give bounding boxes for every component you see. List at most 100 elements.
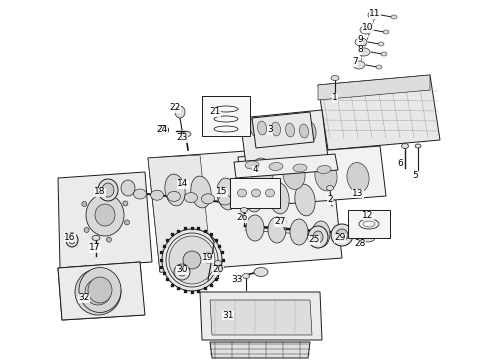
Text: 3: 3: [267, 126, 273, 135]
Ellipse shape: [376, 65, 382, 69]
FancyBboxPatch shape: [202, 96, 250, 136]
Text: 26: 26: [236, 213, 247, 222]
Ellipse shape: [251, 189, 261, 197]
FancyBboxPatch shape: [348, 210, 390, 238]
Bar: [210, 234, 213, 237]
Bar: [160, 266, 163, 269]
Text: 9: 9: [357, 36, 363, 45]
Polygon shape: [210, 300, 312, 335]
Ellipse shape: [246, 215, 264, 241]
Bar: [197, 290, 200, 293]
Bar: [197, 227, 200, 230]
Bar: [220, 266, 224, 269]
Ellipse shape: [236, 196, 248, 206]
Bar: [220, 251, 224, 255]
Ellipse shape: [257, 121, 267, 135]
Text: 24: 24: [156, 126, 168, 135]
Ellipse shape: [95, 204, 115, 226]
Bar: [191, 226, 194, 230]
Ellipse shape: [315, 161, 337, 191]
Bar: [191, 291, 194, 293]
Ellipse shape: [361, 234, 375, 242]
Ellipse shape: [185, 193, 197, 203]
Ellipse shape: [106, 237, 111, 242]
Bar: [177, 287, 180, 290]
Bar: [163, 244, 166, 248]
Ellipse shape: [84, 228, 89, 233]
Bar: [171, 284, 174, 287]
Ellipse shape: [401, 144, 409, 148]
Ellipse shape: [360, 26, 372, 34]
Text: 31: 31: [222, 310, 234, 320]
Ellipse shape: [174, 264, 190, 280]
Polygon shape: [234, 154, 338, 178]
Ellipse shape: [102, 183, 114, 197]
Polygon shape: [148, 145, 342, 272]
Ellipse shape: [201, 194, 215, 204]
Ellipse shape: [123, 201, 128, 206]
Bar: [166, 239, 169, 242]
Ellipse shape: [165, 174, 185, 206]
Text: 23: 23: [176, 134, 188, 143]
Polygon shape: [148, 155, 212, 272]
Text: 4: 4: [252, 166, 258, 175]
Text: 13: 13: [352, 189, 364, 198]
Ellipse shape: [86, 194, 124, 236]
Ellipse shape: [250, 117, 262, 137]
Text: 16: 16: [64, 233, 76, 242]
Ellipse shape: [378, 42, 384, 46]
Ellipse shape: [268, 118, 280, 139]
Ellipse shape: [278, 219, 286, 225]
Polygon shape: [210, 342, 310, 358]
Polygon shape: [240, 110, 328, 165]
Ellipse shape: [391, 15, 397, 19]
Ellipse shape: [312, 221, 330, 247]
Ellipse shape: [347, 163, 369, 193]
Text: 19: 19: [202, 253, 214, 262]
Text: 5: 5: [412, 171, 418, 180]
Text: 28: 28: [354, 239, 366, 248]
Polygon shape: [318, 75, 430, 100]
Ellipse shape: [102, 188, 107, 193]
Text: 6: 6: [397, 158, 403, 167]
Text: 11: 11: [369, 9, 381, 18]
Ellipse shape: [219, 195, 231, 205]
Ellipse shape: [331, 76, 339, 81]
FancyBboxPatch shape: [230, 178, 280, 208]
Bar: [204, 230, 207, 233]
Bar: [171, 234, 174, 237]
Ellipse shape: [217, 178, 237, 210]
Ellipse shape: [183, 251, 201, 269]
Bar: [166, 278, 169, 282]
Ellipse shape: [355, 38, 367, 46]
Bar: [160, 258, 163, 261]
Ellipse shape: [168, 192, 180, 201]
Ellipse shape: [178, 268, 186, 276]
Text: 22: 22: [170, 104, 181, 112]
Text: 17: 17: [89, 243, 101, 252]
Ellipse shape: [203, 253, 213, 263]
Bar: [219, 273, 221, 275]
Ellipse shape: [299, 124, 309, 138]
Ellipse shape: [66, 233, 78, 247]
Ellipse shape: [69, 236, 75, 244]
Text: 7: 7: [352, 58, 358, 67]
Text: 2: 2: [327, 195, 333, 204]
Ellipse shape: [169, 236, 215, 284]
Bar: [160, 251, 163, 255]
Ellipse shape: [241, 207, 247, 212]
Ellipse shape: [283, 159, 305, 189]
Ellipse shape: [331, 224, 353, 246]
Bar: [215, 278, 218, 282]
Ellipse shape: [381, 52, 387, 56]
Ellipse shape: [162, 229, 222, 291]
Text: 25: 25: [308, 235, 319, 244]
Polygon shape: [58, 172, 152, 268]
Ellipse shape: [98, 179, 118, 201]
Bar: [184, 290, 187, 293]
Ellipse shape: [383, 30, 389, 34]
Ellipse shape: [79, 267, 121, 312]
Ellipse shape: [175, 106, 185, 118]
Text: 32: 32: [78, 293, 90, 302]
Text: 20: 20: [212, 266, 224, 274]
